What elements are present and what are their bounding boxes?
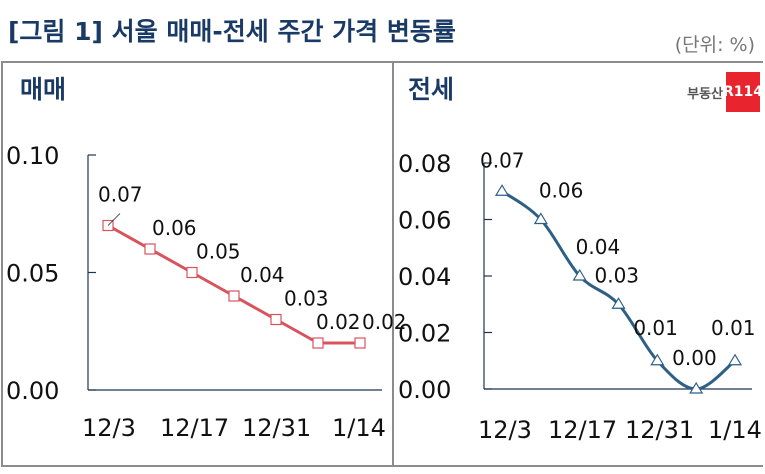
svg-text:0.06: 0.06 — [398, 207, 451, 235]
svg-text:0.03: 0.03 — [284, 287, 329, 311]
logo-text: 부동산 — [687, 86, 723, 102]
figure-title: [그림 1] 서울 매매-전세 주간 가격 변동률 — [8, 17, 456, 46]
svg-text:12/17: 12/17 — [160, 414, 229, 442]
svg-text:0.10: 0.10 — [6, 142, 59, 170]
svg-text:0.04: 0.04 — [240, 263, 285, 287]
svg-text:0.05: 0.05 — [6, 260, 59, 288]
svg-text:0.03: 0.03 — [595, 263, 640, 287]
svg-text:12/31: 12/31 — [625, 416, 694, 444]
svg-text:12/17: 12/17 — [548, 416, 617, 444]
svg-text:0.01: 0.01 — [711, 316, 756, 340]
svg-text:0.06: 0.06 — [539, 179, 584, 203]
chart-frame — [1, 61, 763, 467]
svg-text:0.04: 0.04 — [398, 263, 451, 291]
svg-text:12/3: 12/3 — [478, 416, 532, 444]
panel-divider — [392, 61, 394, 467]
jeonse-panel-title: 전세 — [408, 75, 455, 104]
logo-badge: R114 — [723, 72, 763, 112]
svg-text:0.02: 0.02 — [398, 320, 451, 348]
svg-text:12/31: 12/31 — [242, 414, 311, 442]
unit-label: (단위: %) — [674, 34, 755, 56]
svg-text:0.05: 0.05 — [196, 240, 241, 264]
svg-text:0.01: 0.01 — [633, 316, 678, 340]
svg-text:0.08: 0.08 — [398, 150, 451, 178]
svg-text:0.00: 0.00 — [6, 377, 59, 405]
svg-text:0.04: 0.04 — [576, 235, 621, 259]
svg-text:12/3: 12/3 — [82, 414, 136, 442]
svg-text:0.07: 0.07 — [480, 148, 525, 172]
svg-text:0.00: 0.00 — [398, 376, 451, 404]
svg-text:0.00: 0.00 — [672, 346, 717, 370]
svg-text:0.02: 0.02 — [362, 310, 407, 334]
svg-text:0.06: 0.06 — [152, 216, 197, 240]
r114-logo: 부동산 R114 — [687, 72, 763, 112]
svg-text:0.02: 0.02 — [316, 310, 361, 334]
svg-text:1/14: 1/14 — [332, 414, 386, 442]
svg-text:1/14: 1/14 — [708, 416, 762, 444]
svg-text:0.07: 0.07 — [98, 183, 143, 207]
sale-panel-title: 매매 — [20, 75, 67, 104]
